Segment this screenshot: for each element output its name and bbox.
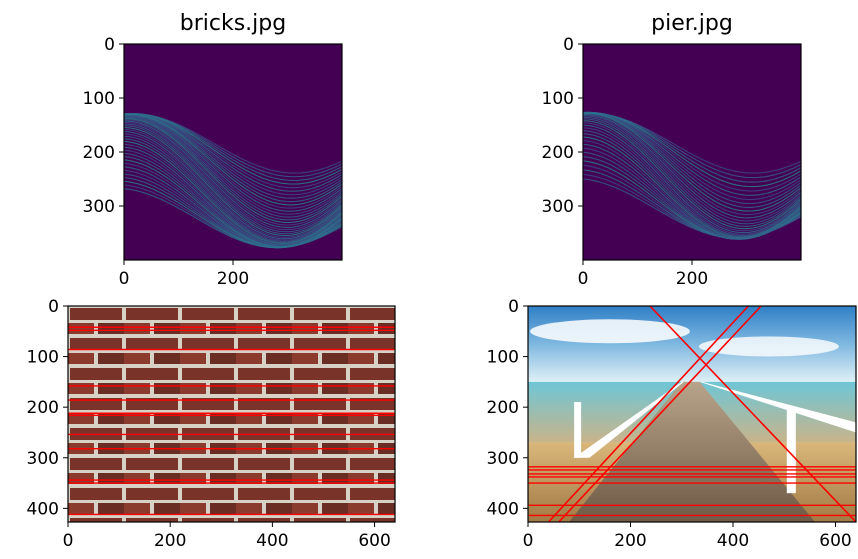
x-tick-label: 0 — [523, 531, 534, 551]
hough-curve — [583, 112, 801, 212]
y-tick-label: 300 — [27, 449, 59, 469]
bricks-image-panel: 0 200 400 600 0 100 200 300 400 — [27, 297, 396, 551]
hough-curve — [124, 114, 342, 206]
y-tick-label: 300 — [542, 197, 574, 217]
hough-curve — [583, 112, 801, 208]
hough-curve — [583, 133, 801, 238]
hough-curve — [124, 113, 342, 199]
y-tick-label: 300 — [83, 197, 115, 217]
hough-curve — [124, 113, 342, 203]
y-tick-label: 200 — [487, 398, 519, 418]
hough-curve — [583, 114, 801, 219]
y-tick-label: 0 — [104, 35, 115, 55]
detected-line — [558, 306, 762, 522]
x-tick-label: 200 — [217, 269, 249, 289]
pier-deck — [569, 381, 815, 522]
hough-curve — [124, 118, 342, 224]
y-tick-label: 400 — [487, 499, 519, 519]
hough-curve — [124, 115, 342, 215]
hough-curve — [583, 130, 801, 237]
hough-curve — [583, 118, 801, 227]
y-tick-label: 200 — [83, 143, 115, 163]
x-tick-label: 0 — [63, 531, 74, 551]
hough-curve — [124, 126, 342, 237]
hough-curve — [583, 111, 801, 201]
x-tick-label: 600 — [819, 531, 851, 551]
hough-curve — [124, 188, 342, 249]
hough-curve — [583, 111, 801, 205]
hough-curve — [124, 128, 342, 238]
hough-curve — [124, 117, 342, 221]
pier-hough-panel: 0 200 0 100 200 300 pier.jpg — [542, 11, 802, 289]
cloud — [698, 336, 839, 357]
bricks-hough-panel: 0 200 0 100 200 300 bricks.jpg — [83, 11, 343, 289]
hough-curve — [124, 116, 342, 218]
x-tick-label: 200 — [676, 269, 708, 289]
axes-frame — [67, 305, 396, 523]
x-tick-label: 400 — [717, 531, 749, 551]
y-tick-label: 100 — [83, 89, 115, 109]
hough-curve — [124, 121, 342, 231]
hough-curve — [583, 124, 801, 234]
y-tick-label: 200 — [27, 398, 59, 418]
hough-curve — [583, 122, 801, 232]
railing-post — [574, 402, 582, 458]
detected-line — [649, 306, 856, 522]
hough-curve — [583, 111, 801, 196]
x-tick-label: 0 — [119, 269, 130, 289]
y-tick-label: 0 — [508, 297, 519, 317]
hough-curve — [124, 131, 342, 240]
left-railing — [574, 381, 684, 458]
y-tick-label: 0 — [48, 297, 59, 317]
hough-curve — [583, 116, 801, 225]
y-tick-label: 300 — [487, 449, 519, 469]
pier-image-panel: 0 200 400 600 0 100 200 300 400 — [487, 297, 857, 551]
hough-curve — [124, 140, 342, 245]
panel-title: pier.jpg — [651, 11, 733, 36]
hough-curve — [124, 113, 342, 196]
right-railing — [699, 381, 856, 433]
hough-curve — [583, 113, 801, 216]
hough-curve — [124, 119, 342, 226]
hough-curve — [583, 115, 801, 222]
railing-post — [786, 407, 796, 494]
y-tick-label: 100 — [487, 348, 519, 368]
x-tick-label: 600 — [358, 531, 390, 551]
hough-curve — [124, 114, 342, 209]
hough-curve — [124, 133, 342, 241]
hough-curve — [124, 114, 342, 212]
x-tick-label: 200 — [614, 531, 646, 551]
y-tick-label: 100 — [27, 348, 59, 368]
hough-curve — [583, 178, 801, 239]
hough-curve — [124, 143, 342, 245]
y-tick-label: 200 — [542, 143, 574, 163]
hough-curve — [124, 123, 342, 233]
y-tick-label: 0 — [563, 35, 574, 55]
x-tick-label: 400 — [256, 531, 288, 551]
hough-curve — [583, 127, 801, 235]
x-tick-label: 200 — [154, 531, 186, 551]
hough-curve — [124, 138, 342, 244]
hough-curve — [124, 135, 342, 242]
brick-wall-image — [68, 306, 395, 522]
detected-line — [547, 306, 749, 522]
axes-frame — [527, 305, 857, 523]
y-tick-label: 100 — [542, 89, 574, 109]
hough-curve — [583, 120, 801, 230]
y-tick-label: 400 — [27, 499, 59, 519]
hough-curve — [124, 120, 342, 228]
x-tick-label: 0 — [578, 269, 589, 289]
panel-title: bricks.jpg — [180, 11, 286, 36]
hough-curve — [124, 113, 342, 192]
hough-curve — [124, 125, 342, 235]
cloud — [530, 319, 690, 344]
